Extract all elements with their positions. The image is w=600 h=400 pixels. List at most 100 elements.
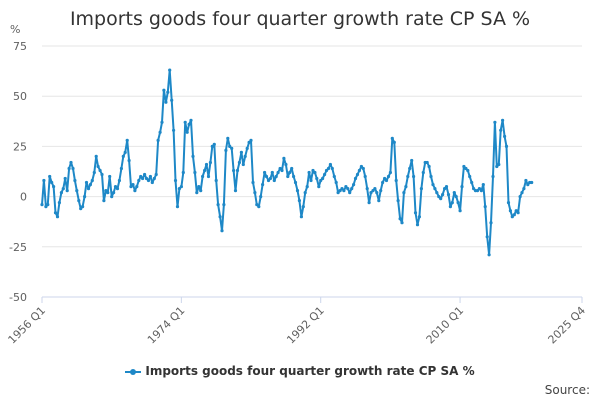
data-point[interactable]: [57, 201, 62, 205]
data-point[interactable]: [394, 178, 398, 183]
data-point[interactable]: [164, 100, 168, 104]
data-point[interactable]: [278, 166, 282, 171]
data-point[interactable]: [350, 187, 354, 191]
data-point[interactable]: [67, 166, 71, 171]
data-point[interactable]: [406, 174, 410, 179]
data-point[interactable]: [390, 136, 394, 140]
data-point[interactable]: [346, 187, 350, 191]
data-point[interactable]: [185, 130, 189, 134]
data-point[interactable]: [59, 191, 64, 195]
data-point[interactable]: [173, 178, 178, 183]
data-point[interactable]: [216, 203, 220, 207]
data-point[interactable]: [220, 229, 224, 233]
data-point[interactable]: [203, 168, 207, 173]
data-point[interactable]: [398, 217, 402, 221]
data-point[interactable]: [292, 174, 296, 179]
data-point[interactable]: [230, 146, 234, 150]
data-point[interactable]: [253, 191, 257, 195]
data-point[interactable]: [526, 183, 530, 187]
data-point[interactable]: [452, 191, 456, 195]
data-point[interactable]: [108, 174, 112, 179]
data-point[interactable]: [160, 120, 164, 124]
data-point[interactable]: [177, 187, 181, 191]
data-point[interactable]: [324, 168, 329, 173]
data-point[interactable]: [512, 213, 516, 217]
data-point[interactable]: [404, 185, 408, 189]
data-point[interactable]: [352, 183, 356, 187]
data-point[interactable]: [516, 211, 520, 215]
data-point[interactable]: [46, 203, 50, 207]
data-point[interactable]: [44, 205, 48, 209]
data-point[interactable]: [460, 185, 464, 189]
data-point[interactable]: [342, 189, 346, 193]
data-point[interactable]: [388, 170, 392, 175]
data-point[interactable]: [139, 174, 143, 179]
data-point[interactable]: [313, 170, 317, 175]
data-point[interactable]: [448, 205, 452, 209]
data-point[interactable]: [152, 176, 156, 181]
data-point[interactable]: [228, 144, 232, 148]
data-point[interactable]: [520, 191, 524, 195]
data-point[interactable]: [348, 191, 352, 195]
data-point[interactable]: [125, 138, 129, 142]
data-point[interactable]: [104, 189, 108, 193]
data-point[interactable]: [156, 138, 160, 142]
data-point[interactable]: [266, 178, 271, 183]
data-point[interactable]: [446, 193, 451, 197]
data-point[interactable]: [129, 185, 133, 189]
data-point[interactable]: [183, 120, 187, 124]
data-point[interactable]: [317, 185, 321, 189]
data-point[interactable]: [224, 148, 228, 152]
data-point[interactable]: [284, 162, 288, 167]
data-point[interactable]: [276, 170, 280, 175]
data-point[interactable]: [241, 162, 245, 167]
data-point[interactable]: [377, 199, 381, 203]
data-point[interactable]: [112, 191, 116, 195]
data-point[interactable]: [466, 168, 470, 173]
data-point[interactable]: [201, 174, 205, 179]
data-point[interactable]: [301, 205, 305, 209]
data-point[interactable]: [197, 185, 201, 189]
data-point[interactable]: [193, 170, 197, 175]
data-point[interactable]: [336, 191, 340, 195]
data-point[interactable]: [100, 172, 104, 177]
data-point[interactable]: [162, 88, 166, 92]
data-point[interactable]: [148, 174, 152, 179]
data-point[interactable]: [468, 174, 472, 179]
data-point[interactable]: [427, 164, 431, 169]
data-point[interactable]: [361, 166, 365, 171]
data-point[interactable]: [280, 168, 284, 173]
data-point[interactable]: [274, 174, 278, 179]
data-point[interactable]: [514, 209, 518, 213]
data-point[interactable]: [272, 178, 276, 183]
data-point[interactable]: [251, 180, 255, 185]
data-point[interactable]: [371, 189, 375, 193]
data-point[interactable]: [245, 146, 249, 150]
data-point[interactable]: [518, 195, 522, 199]
data-point[interactable]: [392, 140, 396, 144]
data-point[interactable]: [270, 170, 274, 175]
data-point[interactable]: [158, 130, 162, 134]
data-point[interactable]: [373, 187, 377, 191]
data-point[interactable]: [340, 187, 344, 191]
data-point[interactable]: [359, 164, 363, 169]
data-point[interactable]: [338, 189, 342, 193]
data-point[interactable]: [187, 122, 191, 126]
data-point[interactable]: [425, 160, 429, 165]
data-point[interactable]: [259, 195, 263, 199]
data-point[interactable]: [249, 138, 253, 142]
data-point[interactable]: [121, 154, 125, 158]
data-point[interactable]: [323, 172, 327, 177]
data-point[interactable]: [458, 209, 462, 213]
data-point[interactable]: [144, 176, 149, 181]
data-point[interactable]: [88, 183, 92, 187]
data-point[interactable]: [123, 150, 127, 154]
data-point[interactable]: [402, 191, 406, 195]
data-point[interactable]: [172, 128, 176, 132]
data-point[interactable]: [204, 162, 209, 167]
data-point[interactable]: [386, 174, 391, 179]
data-point[interactable]: [150, 180, 154, 185]
data-point[interactable]: [441, 193, 445, 197]
data-point[interactable]: [135, 185, 139, 189]
data-point[interactable]: [110, 195, 114, 199]
